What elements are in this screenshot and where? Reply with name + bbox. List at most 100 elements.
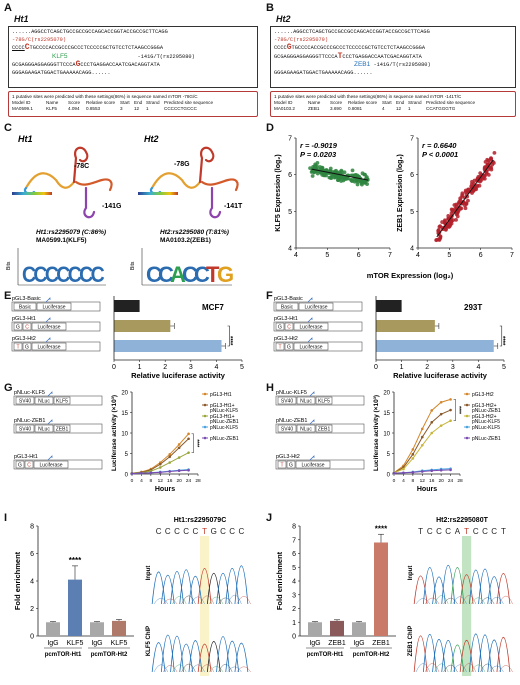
significance-stars: **** [69, 556, 82, 565]
x-tick-label: 24 [448, 478, 454, 484]
series-point [411, 448, 415, 451]
base-call: C [427, 527, 433, 536]
panel-c-structures: Ht1 Ht2 -78C -141G -78G -141T Ht1:rs2295… [6, 134, 243, 287]
seq-line-2: CCCCGTGCCCCACCGCCCGCCCTCCCCCGCTGTCCTCTAA… [274, 43, 426, 53]
trace-peak [496, 636, 511, 673]
c-ann-141g: -141G [102, 203, 122, 210]
series-point [177, 443, 181, 446]
y-tick-label: 6 [292, 551, 296, 558]
prediction-row: MA0103.2 ZEB1 3.690 0.8081 4 12 1 CCATGGGTG [274, 106, 512, 112]
legend-marker [465, 425, 469, 429]
y-axis-label: Luciferase activity (×10³) [373, 395, 380, 471]
construct-element [277, 396, 297, 405]
bar [376, 320, 435, 332]
panel-b-prediction-box: 1 putative sites were predicted with the… [270, 91, 516, 117]
construct-element [22, 322, 32, 331]
construct-element [24, 460, 34, 469]
x-tick-label: 0 [374, 364, 378, 371]
x-tick-label: KLF5 [67, 640, 84, 647]
series-line [393, 409, 451, 474]
significance-stars: **** [499, 336, 505, 346]
x-axis-label: Relative luciferase activity [131, 371, 226, 380]
table-cell: 0.8081 [348, 106, 363, 111]
x-tick-label: 0 [112, 364, 116, 371]
construct-element-label: G [287, 345, 291, 351]
legend-label: pNLuc-ZEB1 [472, 436, 501, 442]
trace-minor [452, 596, 467, 605]
scatter-point [463, 203, 467, 208]
table-cell: 3 [120, 106, 123, 111]
table-cell: 12 [396, 106, 402, 111]
x-tick-label: 28 [195, 478, 201, 484]
legend-label: pGL3-Ht2+ [472, 414, 497, 420]
significance-bracket [499, 325, 503, 347]
series-point [411, 471, 415, 474]
trace-peak [160, 574, 175, 605]
construct-name: pGL3-Ht2 [276, 454, 300, 460]
trace-peak [225, 640, 240, 673]
construct-name: pNLuc-ZEB1 [14, 418, 46, 424]
construct-element-label: T [280, 463, 283, 469]
x-tick-label: 12 [420, 478, 426, 484]
x-tick-label: 20 [176, 478, 182, 484]
table-cell: CCATGGGTG [426, 106, 456, 111]
scatter-point [466, 198, 470, 203]
trace-minor [236, 666, 251, 673]
construct-element-label: Luciferase [299, 325, 322, 331]
promoter-arrow-icon [309, 419, 315, 425]
series-point [411, 453, 415, 456]
c-motif1-label: Ht1:rs2295079 (C:86%) [36, 229, 106, 236]
scatter-point [472, 187, 477, 192]
trace-minor [461, 663, 477, 673]
x-tick-label: 20 [438, 478, 444, 484]
x-tick-label: 0 [393, 478, 396, 484]
c-ann-141t: -141T [224, 203, 243, 210]
legend-label: pNLuc-ZEB1 [210, 436, 239, 442]
trace-minor [172, 664, 187, 673]
trace-peak [413, 635, 428, 673]
panel-j-chart: 0 1 2 3 4 5 6 7 8 Fold enrichment IgG ZEB1 IgG ZEB1 **… [275, 517, 513, 676]
base-call: T [418, 527, 423, 536]
series-point [168, 453, 172, 456]
chromatogram-title: Ht1:rs2295079C [174, 517, 227, 524]
construct-element-label: Luciferase [42, 305, 65, 311]
x-axis-label: Relative luciferase activity [393, 371, 488, 380]
scatter-point [486, 158, 491, 163]
bar [374, 542, 388, 636]
x-tick-label: 4 [214, 364, 218, 371]
trace-minor [470, 664, 486, 673]
trace-minor [415, 663, 431, 673]
prediction-row: MA0599.1 KLF5 4.094 0.8553 3 12 1 CCCCCTGCCC [12, 106, 254, 112]
significance-stars: **** [456, 406, 462, 414]
panel-label-e: E [4, 290, 12, 302]
legend-marker [203, 392, 207, 396]
trace-minor [415, 598, 431, 605]
x-axis-label: mTOR Expression (log₂) [367, 271, 454, 280]
trace-minor [199, 664, 215, 673]
trace-peak [170, 571, 184, 605]
x-tick-label: ZEB1 [328, 640, 346, 647]
trace-minor [489, 596, 504, 605]
base-call: C [183, 527, 189, 536]
series-point [402, 467, 405, 471]
significance-bracket [227, 325, 230, 347]
series-point [430, 421, 434, 424]
trace-minor [199, 595, 215, 605]
base-call: T [202, 527, 207, 536]
construct-element [296, 396, 316, 405]
base-call: C [193, 527, 199, 536]
construct-element-label: C [287, 325, 291, 331]
construct-element-label: KLF5 [318, 399, 330, 405]
x-tick-label: KLF5 [111, 640, 128, 647]
trace-minor [443, 664, 458, 673]
table-cell: 4 [382, 106, 385, 111]
scatter-point [436, 237, 441, 242]
series-point [168, 455, 172, 459]
x-tick-label: 28 [457, 478, 463, 484]
trace-peak [432, 639, 446, 673]
trace-minor [218, 597, 233, 605]
construct-element-label: G [25, 345, 29, 351]
trace-peak [441, 639, 456, 673]
series-point [449, 398, 452, 401]
promoter-arrow-icon [307, 317, 313, 323]
